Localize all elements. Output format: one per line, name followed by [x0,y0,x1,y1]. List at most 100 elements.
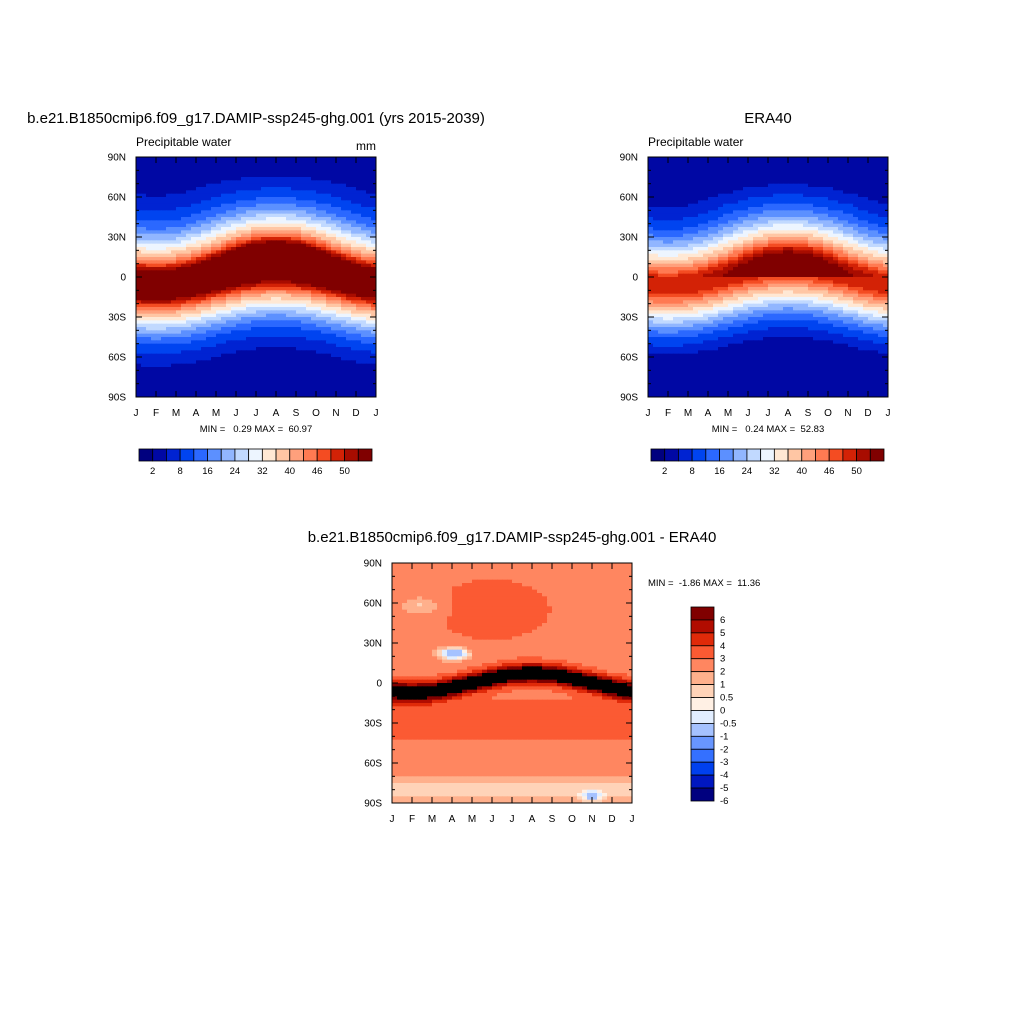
field-cell [853,230,859,235]
field-cell [733,223,739,228]
field-cell [743,223,749,228]
field-cell [141,160,147,165]
field-cell [261,280,267,285]
field-cell [733,227,739,231]
field-cell [758,227,764,231]
field-cell [868,250,874,255]
field-cell [176,177,182,181]
field-cell [281,263,287,268]
field-cell [698,160,704,165]
field-cell [728,190,734,195]
field-cell [848,237,854,241]
field-cell [878,240,884,245]
field-cell [191,307,197,311]
field-cell [146,260,152,265]
field-cell [181,360,187,365]
field-cell [221,250,227,255]
field-cell [206,283,212,288]
field-cell [838,227,844,231]
field-cell [768,217,774,221]
field-cell [156,347,162,351]
field-cell [196,237,202,241]
field-cell [211,333,217,338]
field-cell [693,247,699,251]
field-cell [236,223,242,228]
field-cell [296,260,302,265]
field-cell [763,223,769,228]
field-cell [336,233,342,238]
field-cell [798,173,804,178]
field-cell [356,270,362,275]
field-cell [808,210,814,215]
field-cell [256,277,262,281]
field-cell [321,367,327,371]
field-cell [151,160,157,165]
field-cell [301,230,307,235]
field-cell [773,187,779,191]
field-cell [868,177,874,181]
field-cell [296,233,302,238]
field-cell [316,247,322,251]
field-cell [326,273,332,278]
field-cell [768,250,774,255]
field-cell [301,350,307,355]
field-cell [326,387,332,391]
field-cell [211,247,217,251]
field-cell [728,233,734,238]
field-cell [371,170,376,175]
field-cell [708,183,714,188]
field-cell [211,277,217,281]
field-cell [226,320,232,325]
field-cell [361,323,367,328]
field-cell [151,330,157,335]
field-cell [878,170,884,175]
field-cell [361,283,367,288]
field-cell [251,347,257,351]
field-cell [733,160,739,165]
field-cell [211,293,217,298]
field-cell [271,267,277,271]
field-cell [296,160,302,165]
field-cell [833,217,839,221]
field-cell [698,180,704,185]
field-cell [311,310,317,315]
field-cell [311,160,317,165]
field-cell [196,163,202,168]
field-cell [698,173,704,178]
field-cell [301,337,307,341]
field-cell [171,220,177,225]
field-cell [873,250,879,255]
field-cell [743,183,749,188]
field-cell [873,160,879,165]
field-cell [783,217,789,221]
field-cell [291,300,297,305]
field-cell [251,227,257,231]
field-cell [186,250,192,255]
field-cell [678,230,684,235]
field-cell [853,167,859,171]
field-cell [331,280,337,285]
field-cell [808,190,814,195]
field-cell [778,203,784,208]
field-cell [296,317,302,321]
field-cell [663,233,669,238]
field-cell [186,380,192,385]
field-cell [206,233,212,238]
field-cell [271,380,277,385]
field-cell [301,233,307,238]
field-cell [241,237,247,241]
field-cell [773,163,779,168]
field-cell [321,167,327,171]
field-cell [703,237,709,241]
field-cell [251,257,257,261]
field-cell [356,220,362,225]
field-cell [653,180,659,185]
field-cell [658,217,664,221]
field-cell [351,283,357,288]
field-cell [266,193,272,198]
field-cell [843,203,849,208]
field-cell [346,340,352,345]
field-cell [371,370,376,375]
field-cell [166,193,172,198]
field-cell [793,203,799,208]
